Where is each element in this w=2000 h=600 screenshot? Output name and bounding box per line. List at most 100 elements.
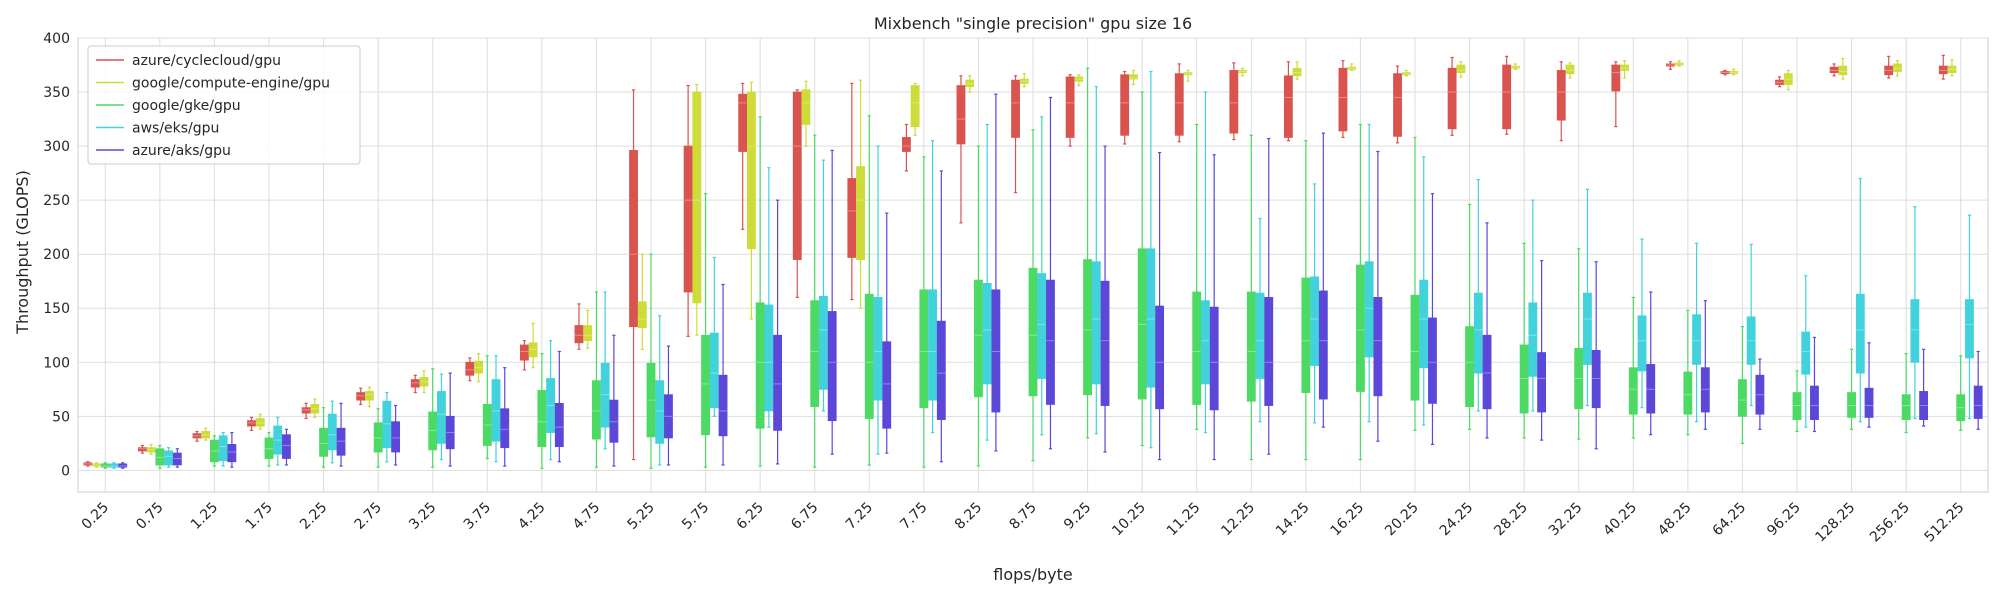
legend-item: aws/eks/gpu [96,121,219,137]
box [1137,91,1147,447]
box [1611,61,1621,128]
box-body [629,150,638,328]
y-tick-label: 350 [43,85,70,101]
x-tick-label: 1.75 [242,500,275,533]
box-body [1746,316,1756,365]
box [1956,355,1966,431]
y-tick-label: 400 [43,31,70,47]
y-tick-label: 0 [61,463,70,479]
box [410,374,420,394]
box-body [982,282,992,385]
box [1318,132,1328,428]
box [965,75,975,93]
box [718,283,728,466]
box-body [1264,297,1274,406]
box-body [910,85,920,128]
box [864,115,874,466]
box [1100,145,1110,453]
box-body [537,389,547,447]
box-body [500,408,510,449]
box-body [1482,334,1492,410]
series-aws-eks-gpu [109,70,1974,469]
box-body [247,420,256,427]
box [1801,275,1811,428]
box [1091,86,1101,435]
box [491,355,501,463]
box [500,367,510,467]
y-tick-label: 200 [43,247,70,263]
box [1674,60,1684,67]
box [146,443,156,455]
box-body [664,394,673,439]
box-body [445,415,455,450]
box-body [410,379,420,388]
box [465,357,475,382]
box-body [528,342,538,358]
box [83,461,93,467]
box-body [1965,299,1974,359]
box-body [327,413,337,451]
box-body [1938,65,1948,75]
box-body [146,447,156,453]
box [637,253,647,350]
x-tick-label: 16.25 [1328,500,1368,540]
x-tick-label: 2.25 [297,500,330,533]
box-body [1465,326,1474,408]
box-body [683,145,693,293]
box-body [1037,273,1047,379]
box-body [991,289,1001,413]
box [629,89,638,461]
box-body [919,289,929,409]
y-axis-ticks: 0 50 100 150 200 250 300 350 400 [43,31,70,479]
box [155,444,165,469]
legend-label: azure/aks/gpu [132,143,231,159]
box [928,140,938,434]
box-body [310,404,320,414]
box [764,167,774,428]
x-tick-label: 40.25 [1600,500,1640,540]
box [1028,129,1038,462]
legend-item: azure/cyclecloud/gpu [96,53,281,69]
box-body [1419,279,1429,369]
box-body [1884,65,1894,76]
box [1246,134,1256,461]
x-tick-label: 10.25 [1109,500,1149,540]
box [218,431,228,467]
box [991,93,1001,452]
box [1884,55,1894,79]
box-body [92,463,101,467]
box [391,404,401,466]
box-body [1229,70,1239,134]
box-body [1046,279,1055,405]
box [738,82,748,230]
series-azure-aks-gpu [118,93,1983,469]
box-body [709,332,719,409]
x-tick-label: 8.75 [1006,500,1039,533]
box [1947,59,1957,77]
box-body [692,91,702,304]
x-tick-label: 3.75 [461,500,494,533]
box-body [600,362,610,428]
x-tick-label: 512.25 [1922,500,1968,546]
x-tick-label: 64.25 [1710,500,1750,540]
box-body [1255,292,1265,379]
box-body [1401,72,1411,76]
box-body [901,137,911,152]
x-tick-label: 6.25 [734,500,767,533]
box-body [1510,65,1520,69]
box-body [491,379,501,442]
box [847,82,857,301]
box [282,428,291,466]
box [1755,358,1765,430]
box-body [1591,349,1601,409]
box-body [773,334,783,431]
series-google-gke-gpu [100,67,1966,469]
box-body [592,380,601,440]
series-google-compute-engine-gpu [92,57,1957,468]
box-body [1665,63,1675,67]
box-body [1583,292,1592,365]
box [1192,123,1202,430]
box-body [1373,297,1383,397]
box [1209,154,1219,461]
box [1973,350,1983,430]
